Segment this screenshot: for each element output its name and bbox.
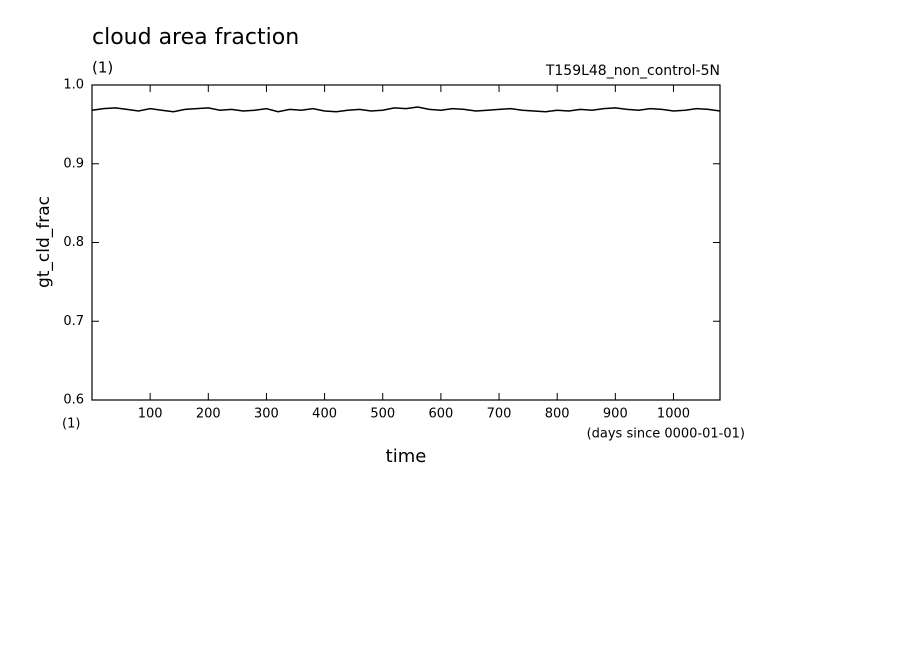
x-units: (days since 0000-01-01): [587, 427, 745, 442]
x-tick-label: 100: [138, 407, 163, 422]
x-axis-label: time: [386, 446, 427, 467]
chart-title: cloud area fraction: [92, 25, 299, 50]
x-tick-label: 400: [312, 407, 337, 422]
x-tick-label: 800: [545, 407, 570, 422]
x-tick-label: 600: [428, 407, 453, 422]
x-tick-label: 500: [370, 407, 395, 422]
annotation: T159L48_non_control-5N: [545, 63, 720, 79]
x-tick-label: 1000: [657, 407, 690, 422]
x-tick-label: 300: [254, 407, 279, 422]
x-tick-label: 900: [603, 407, 628, 422]
y-tick-label: 0.6: [63, 393, 84, 408]
y-tick-label: 1.0: [63, 78, 84, 93]
y-tick-label: 0.7: [63, 314, 84, 329]
x-tick-label: 200: [196, 407, 221, 422]
data-line: [91, 106, 721, 113]
x-tick-label: 700: [487, 407, 512, 422]
subtitle: (1): [92, 59, 113, 77]
y-units: (1): [62, 417, 80, 432]
y-axis-label: gt_cld_frac: [34, 196, 54, 288]
y-tick-label: 0.8: [63, 235, 84, 250]
y-tick-label: 0.9: [63, 156, 84, 171]
